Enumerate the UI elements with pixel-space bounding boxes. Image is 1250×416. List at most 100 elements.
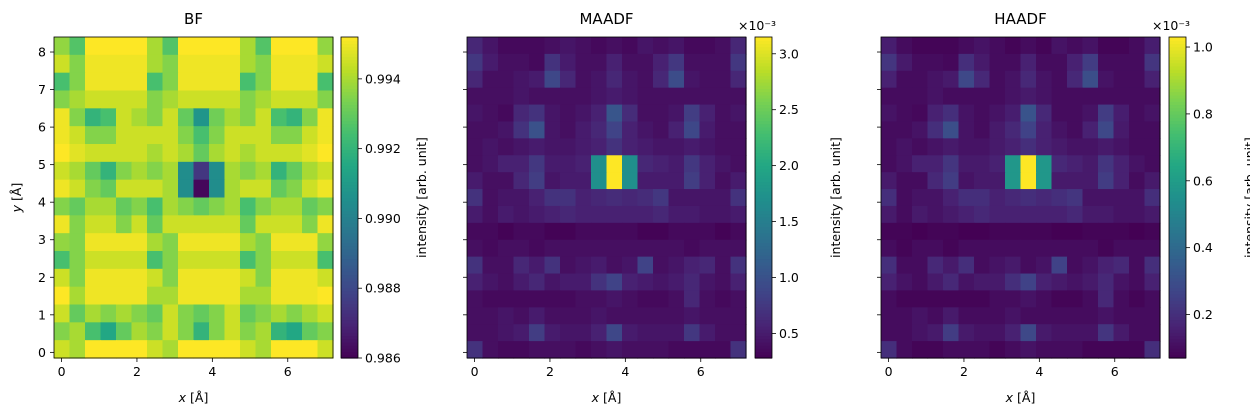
maadf-colorbar-segment bbox=[755, 303, 772, 308]
maadf-cell bbox=[606, 341, 623, 359]
haadf-cell bbox=[1113, 37, 1130, 55]
haadf-cell bbox=[1051, 239, 1068, 258]
bf-ytick-label: 3 bbox=[38, 232, 46, 247]
maadf-cell bbox=[668, 222, 685, 241]
haadf-cell bbox=[912, 121, 929, 139]
bf-cell bbox=[69, 144, 86, 163]
maadf-cell bbox=[715, 53, 732, 72]
maadf-cell bbox=[715, 104, 732, 123]
maadf-cell bbox=[467, 138, 484, 156]
maadf-cell bbox=[606, 273, 623, 292]
bf-cell bbox=[178, 215, 195, 234]
maadf-cell bbox=[715, 239, 732, 258]
haadf-colorbar-segment bbox=[1169, 162, 1186, 166]
bf-cell bbox=[209, 233, 226, 252]
bf-cell bbox=[209, 108, 226, 127]
maadf-cell bbox=[575, 307, 592, 325]
maadf-cell bbox=[513, 256, 530, 275]
haadf-cell bbox=[1113, 205, 1130, 224]
bf-cell bbox=[162, 126, 179, 145]
haadf-colorbar-segment bbox=[1169, 313, 1186, 317]
haadf-cell bbox=[1036, 189, 1053, 207]
haadf-cell bbox=[943, 307, 960, 325]
maadf-colorbar-segment bbox=[755, 85, 772, 89]
haadf-cell bbox=[1129, 53, 1146, 72]
maadf-cell bbox=[529, 138, 546, 156]
maadf-cell bbox=[606, 121, 623, 139]
haadf-cell bbox=[1020, 273, 1037, 292]
maadf-cell bbox=[544, 138, 561, 156]
bf-cell bbox=[302, 251, 319, 270]
haadf-cell bbox=[927, 121, 944, 139]
maadf-colorbar-segment bbox=[755, 306, 772, 311]
bf-cell bbox=[193, 340, 210, 359]
maadf-cell bbox=[560, 290, 577, 308]
haadf-cell bbox=[1067, 172, 1084, 190]
bf-colorbar-segment bbox=[341, 216, 358, 221]
maadf-cell bbox=[668, 290, 685, 308]
haadf-cell bbox=[1098, 37, 1115, 55]
bf-cell bbox=[54, 251, 71, 270]
maadf-colorbar-segment bbox=[755, 210, 772, 215]
bf-cell bbox=[147, 108, 164, 127]
maadf-colorbar-segment bbox=[755, 184, 772, 189]
haadf-cell bbox=[1020, 121, 1037, 139]
maadf-colorbar-segment bbox=[755, 94, 772, 99]
bf-colorbar-segment bbox=[341, 226, 358, 231]
maadf-cell bbox=[606, 104, 623, 123]
haadf-cell bbox=[1067, 205, 1084, 224]
maadf-colorbar-segment bbox=[755, 348, 772, 353]
maadf-cell bbox=[529, 37, 546, 55]
bf-colorbar-segment bbox=[341, 219, 358, 224]
haadf-cell bbox=[896, 189, 913, 207]
maadf-colorbar-segment bbox=[755, 264, 772, 269]
maadf-cell bbox=[513, 273, 530, 292]
maadf-colorbar-segment bbox=[755, 316, 772, 321]
maadf-cell bbox=[637, 87, 654, 106]
bf-cell bbox=[209, 54, 226, 74]
bf-colorbar-segment bbox=[341, 245, 358, 250]
bf-cell bbox=[317, 268, 334, 288]
haadf-cell bbox=[1067, 307, 1084, 325]
maadf-cell bbox=[575, 172, 592, 190]
haadf-cell bbox=[1082, 155, 1099, 173]
haadf-cell bbox=[881, 324, 898, 342]
bf-cell bbox=[209, 72, 226, 92]
haadf-cell bbox=[1113, 290, 1130, 308]
haadf-colorbar-segment bbox=[1169, 81, 1186, 86]
maadf-cell bbox=[622, 37, 639, 55]
haadf-cell bbox=[1051, 205, 1068, 224]
maadf-cell bbox=[575, 324, 592, 342]
bf-ytick-label: 1 bbox=[38, 307, 46, 322]
maadf-cell bbox=[544, 324, 561, 342]
maadf-cell bbox=[498, 222, 515, 241]
maadf-cell bbox=[684, 205, 701, 224]
maadf-cell bbox=[529, 87, 546, 106]
bf-cell bbox=[131, 161, 148, 181]
bf-cell bbox=[271, 215, 288, 234]
maadf-cell bbox=[529, 172, 546, 190]
bf-cell bbox=[131, 215, 148, 234]
haadf-cell bbox=[881, 121, 898, 139]
maadf-cell bbox=[637, 70, 654, 89]
haadf-colorbar-segment bbox=[1169, 210, 1186, 215]
maadf-cell bbox=[498, 53, 515, 72]
bf-ylabel: y [Å] bbox=[9, 183, 24, 214]
haadf-colorbar-segment bbox=[1169, 130, 1186, 134]
bf-cell bbox=[116, 72, 133, 92]
maadf-cell bbox=[498, 104, 515, 123]
maadf-colorbar-segment bbox=[755, 261, 772, 266]
haadf-cell bbox=[1005, 341, 1022, 359]
maadf-colorbar-segment bbox=[755, 258, 772, 263]
haadf-cell bbox=[1129, 256, 1146, 275]
maadf-cell bbox=[591, 307, 608, 325]
haadf-cell bbox=[1036, 155, 1053, 173]
bf-cell bbox=[271, 197, 288, 216]
maadf-cell bbox=[482, 87, 499, 106]
haadf-cell bbox=[974, 324, 991, 342]
maadf-cell bbox=[544, 53, 561, 72]
bf-cell bbox=[286, 197, 303, 216]
maadf-cell bbox=[513, 290, 530, 308]
maadf-colorbar-segment bbox=[755, 114, 772, 118]
maadf-cell bbox=[730, 205, 747, 224]
